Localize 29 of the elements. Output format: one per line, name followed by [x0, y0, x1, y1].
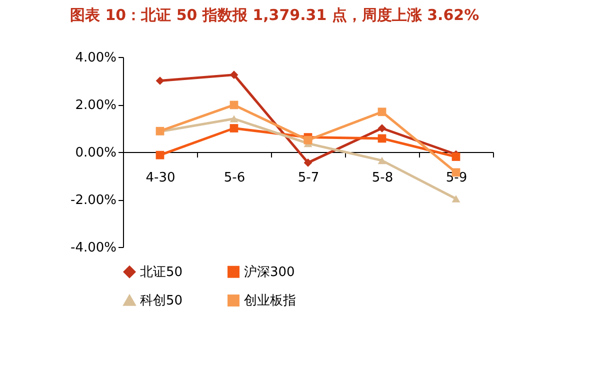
legend-label: 创业板指: [244, 294, 296, 308]
y-tick-label: 2.00%: [75, 98, 116, 113]
legend-label: 北证50: [140, 264, 183, 280]
y-tick-label: -4.00%: [70, 240, 116, 256]
point: [378, 134, 386, 143]
y-tick-label: 0.00%: [75, 146, 116, 160]
legend-label: 沪深300: [244, 264, 295, 280]
point: [230, 100, 238, 110]
x-tick-label: 5-9: [446, 170, 468, 186]
point: [230, 115, 238, 122]
point: [156, 150, 164, 160]
point: [230, 124, 238, 132]
point: [304, 158, 312, 167]
x-tick-label: 5-6: [224, 170, 246, 186]
x-tick-label: 5-8: [372, 170, 394, 186]
point: [230, 70, 238, 79]
legend-label: 科创50: [140, 294, 183, 308]
point: [452, 195, 460, 202]
point: [378, 124, 386, 132]
x-tick-label: 5-7: [298, 170, 320, 186]
point: [304, 136, 312, 144]
chart-title: 图表 10：北证 50 指数报 1,379.31 点，周度上涨 3.62%: [70, 6, 480, 24]
y-tick-label: 4.00%: [75, 50, 116, 66]
point: [378, 156, 386, 164]
point: [378, 108, 386, 116]
x-tick-label: 4-30: [146, 170, 176, 186]
point: [452, 152, 460, 161]
point: [156, 76, 164, 85]
y-tick-label: -2.00%: [70, 193, 116, 208]
